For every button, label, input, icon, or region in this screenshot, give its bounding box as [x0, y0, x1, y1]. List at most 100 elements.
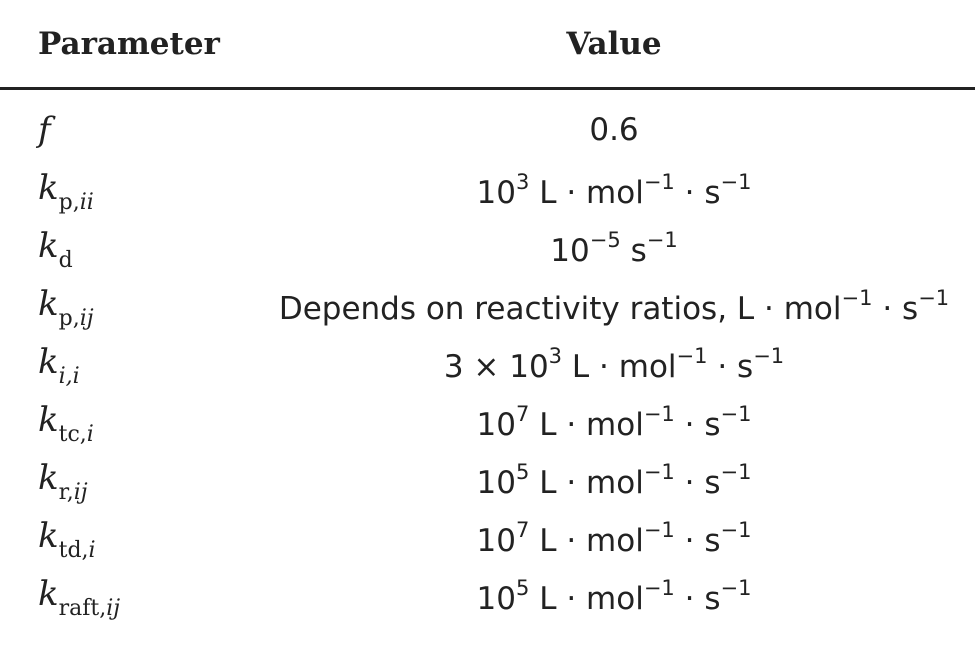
parameter-symbol: k — [38, 342, 59, 382]
superscript: −1 — [646, 228, 678, 252]
parameter-symbol: k — [38, 284, 59, 324]
superscript: −1 — [918, 286, 950, 310]
parameter-symbol: k — [38, 226, 59, 266]
value-text: L · mol — [562, 349, 677, 385]
value-cell: 105 L · mol−1 · s−1 — [477, 460, 752, 501]
superscript: −1 — [643, 460, 675, 484]
value-text: 3 × 10 — [443, 349, 549, 385]
superscript: −1 — [643, 576, 675, 600]
value-text: · s — [674, 523, 721, 559]
parameter-cell: f — [38, 110, 51, 150]
subscript-part: d — [58, 248, 73, 273]
parameter-subscript: p,ij — [59, 306, 94, 331]
value-text: · s — [674, 175, 721, 211]
superscript: −5 — [589, 228, 621, 252]
superscript: −1 — [643, 518, 675, 542]
parameter-symbol: k — [38, 574, 59, 614]
table-row: kr,ij 105 L · mol−1 · s−1 — [0, 458, 975, 516]
value-text: Depends on reactivity ratios, L · mol — [278, 291, 842, 327]
superscript: 5 — [515, 576, 530, 600]
value-cell: 3 × 103 L · mol−1 · s−1 — [444, 344, 784, 385]
table-row: kraft,ij 105 L · mol−1 · s−1 — [0, 574, 975, 632]
subscript-part: i,i — [58, 364, 80, 389]
value-cell: Depends on reactivity ratios, L · mol−1 … — [279, 286, 949, 327]
parameter-subscript: td,i — [59, 538, 96, 563]
value-text: L · mol — [529, 581, 644, 617]
parameter-subscript: i,i — [59, 364, 80, 389]
parameter-cell: ktc,i — [38, 400, 94, 447]
subscript-part: r, — [58, 480, 74, 505]
value-text: L · mol — [529, 407, 644, 443]
value-text: L · mol — [529, 175, 644, 211]
subscript-part: p, — [58, 190, 80, 215]
table-row: ktd,i 107 L · mol−1 · s−1 — [0, 516, 975, 574]
superscript: 7 — [515, 402, 530, 426]
superscript: −1 — [720, 576, 752, 600]
parameter-symbol: k — [38, 516, 59, 556]
header-rule — [0, 87, 975, 90]
superscript: −1 — [720, 170, 752, 194]
parameter-cell: kraft,ij — [38, 574, 120, 621]
table-row: kd 10−5 s−1 — [0, 226, 975, 284]
value-text: · s — [674, 407, 721, 443]
superscript: 3 — [548, 344, 563, 368]
superscript: −1 — [643, 170, 675, 194]
value-text: 10 — [476, 175, 516, 211]
subscript-part: ii — [79, 190, 94, 215]
parameter-symbol: f — [38, 110, 51, 150]
superscript: −1 — [720, 402, 752, 426]
parameter-symbol: k — [38, 168, 59, 208]
value-text: L · mol — [529, 465, 644, 501]
value-text: · s — [707, 349, 754, 385]
value-cell: 107 L · mol−1 · s−1 — [477, 402, 752, 443]
subscript-part: ij — [79, 306, 94, 331]
parameter-cell: ki,i — [38, 342, 80, 389]
value-cell: 10−5 s−1 — [550, 228, 677, 269]
superscript: 5 — [515, 460, 530, 484]
value-text: · s — [674, 465, 721, 501]
value-text: 10 — [550, 233, 590, 269]
parameter-subscript: d — [59, 248, 73, 273]
table-row: kp,ii 103 L · mol−1 · s−1 — [0, 168, 975, 226]
subscript-part: p, — [58, 306, 80, 331]
parameter-cell: kp,ii — [38, 168, 94, 215]
value-cell: 0.6 — [589, 112, 638, 148]
value-text: s — [620, 233, 647, 269]
parameter-cell: kr,ij — [38, 458, 88, 505]
value-text: · s — [872, 291, 919, 327]
superscript: −1 — [676, 344, 708, 368]
value-text: 0.6 — [589, 112, 639, 148]
superscript: −1 — [841, 286, 873, 310]
value-text: 10 — [476, 581, 516, 617]
value-cell: 103 L · mol−1 · s−1 — [477, 170, 752, 211]
subscript-part: td, — [58, 538, 89, 563]
table-row: ki,i 3 × 103 L · mol−1 · s−1 — [0, 342, 975, 400]
value-text: L · mol — [529, 523, 644, 559]
subscript-part: tc, — [58, 422, 87, 447]
parameter-cell: kp,ij — [38, 284, 94, 331]
value-text: · s — [674, 581, 721, 617]
parameter-subscript: raft,ij — [59, 596, 120, 621]
table-row: ktc,i 107 L · mol−1 · s−1 — [0, 400, 975, 458]
superscript: −1 — [720, 518, 752, 542]
superscript: 7 — [515, 518, 530, 542]
superscript: 3 — [515, 170, 530, 194]
value-cell: 107 L · mol−1 · s−1 — [477, 518, 752, 559]
parameter-cell: kd — [38, 226, 73, 273]
subscript-part: i — [86, 422, 94, 447]
parameter-cell: ktd,i — [38, 516, 96, 563]
superscript: −1 — [643, 402, 675, 426]
superscript: −1 — [720, 460, 752, 484]
parameter-symbol: k — [38, 458, 59, 498]
value-cell: 105 L · mol−1 · s−1 — [477, 576, 752, 617]
parameter-subscript: r,ij — [59, 480, 88, 505]
superscript: −1 — [753, 344, 785, 368]
subscript-part: raft, — [58, 596, 107, 621]
table-row: kp,ij Depends on reactivity ratios, L · m… — [0, 284, 975, 342]
table-row: f 0.6 — [0, 110, 975, 168]
subscript-part: i — [88, 538, 96, 563]
parameter-subscript: p,ii — [59, 190, 94, 215]
subscript-part: ij — [106, 596, 121, 621]
value-text: 10 — [476, 465, 516, 501]
